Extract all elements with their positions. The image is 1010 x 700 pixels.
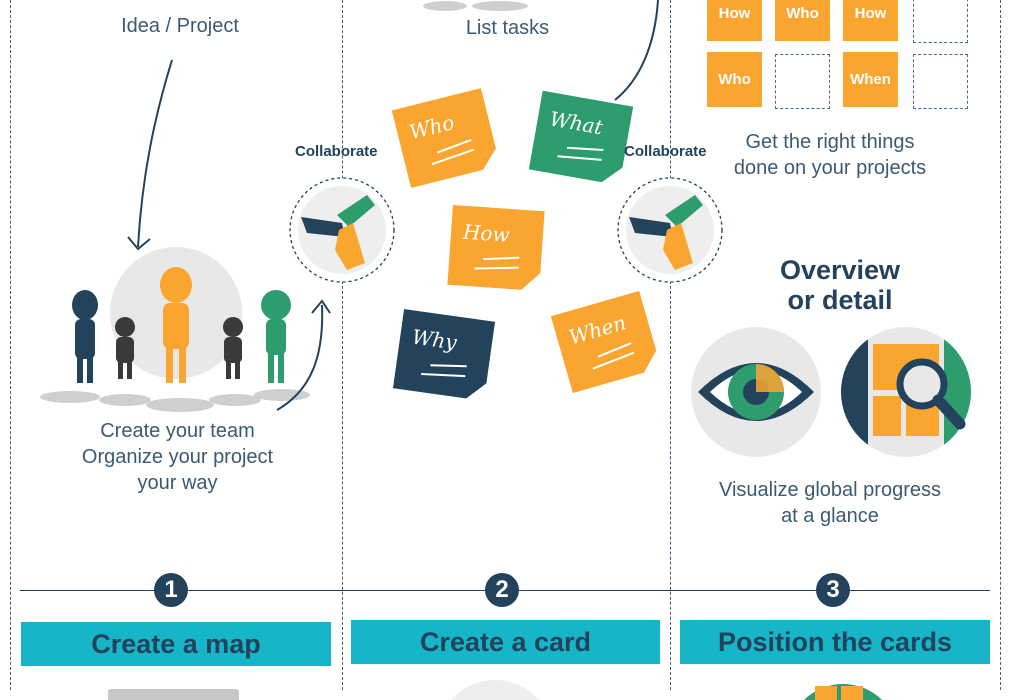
hand-icon	[617, 177, 723, 283]
caption-idea-project: Idea / Project	[121, 15, 239, 37]
note-who: Who	[391, 88, 501, 188]
grid-cell-label: When	[850, 71, 891, 88]
note-bg	[392, 308, 496, 399]
collaborate-label-2: Collaborate	[624, 143, 707, 160]
grid-cell-who-2: Who	[707, 52, 762, 107]
step-number-2: 2	[485, 573, 519, 607]
note-what: What	[528, 90, 634, 186]
map-illustration	[108, 689, 239, 700]
team-illustration	[40, 247, 310, 412]
divider-right	[1000, 0, 1001, 690]
caption-line-1: Create your team	[100, 420, 255, 442]
grid-cell-how: How	[707, 0, 762, 41]
divider-2	[670, 0, 671, 690]
arrow-down-icon	[127, 59, 173, 251]
grid-cell-empty	[913, 0, 968, 43]
cards-illustration	[803, 684, 883, 700]
overview-title: Overview or detail	[730, 255, 950, 315]
card-illustration	[451, 680, 539, 700]
magnifier-icon	[841, 327, 971, 457]
note-when: When	[550, 290, 661, 394]
caption-line-1: Get the right things	[745, 131, 915, 153]
banner-create-map: Create a map	[21, 622, 331, 666]
step-number-1: 1	[154, 573, 188, 607]
grid-cell-label: How	[718, 5, 751, 22]
overview-line-2: or detail	[787, 285, 893, 315]
caption-line-2: done on your projects	[733, 157, 927, 179]
caption-list-tasks: List tasks	[465, 17, 550, 39]
banner-create-card: Create a card	[351, 620, 660, 664]
grid-cell-label: How	[854, 5, 887, 22]
collaborate-label-1: Collaborate	[295, 143, 378, 160]
caption-line-2: Organize your project	[81, 446, 274, 468]
banner-position-cards: Position the cards	[680, 620, 990, 664]
caption-line-3: your way	[137, 472, 218, 494]
note-bg	[447, 204, 545, 290]
grid-cell-empty	[775, 54, 830, 109]
note-why: Why	[392, 308, 496, 401]
arrow-curve-icon	[614, 0, 659, 101]
grid-cell-how-2: How	[843, 0, 898, 41]
arrow-up-icon	[276, 299, 331, 411]
step-number-3: 3	[816, 573, 850, 607]
note-bg	[391, 88, 496, 188]
grid-cell-label: Who	[786, 5, 819, 22]
caption-line-1: Visualize global progress	[719, 479, 941, 501]
eye-icon	[691, 327, 821, 457]
task-list-decoration	[423, 1, 528, 11]
grid-cell-who: Who	[775, 0, 830, 41]
grid-cell-empty	[913, 54, 968, 109]
caption-right-things: Get the right things done on your projec…	[700, 129, 960, 181]
hand-icon	[289, 177, 395, 283]
note-bg	[550, 290, 657, 394]
grid-cell-label: Who	[718, 71, 751, 88]
divider-1	[342, 0, 343, 690]
caption-create-team: Create your team Organize your project y…	[40, 418, 315, 496]
grid-cell-when: When	[843, 52, 898, 107]
divider-left	[10, 0, 11, 690]
caption-visualize: Visualize global progress at a glance	[690, 477, 970, 529]
note-bg	[528, 90, 634, 183]
overview-line-1: Overview	[779, 255, 901, 285]
note-label-how: How	[462, 219, 511, 247]
note-how: How	[447, 204, 545, 291]
caption-line-2: at a glance	[781, 505, 879, 527]
